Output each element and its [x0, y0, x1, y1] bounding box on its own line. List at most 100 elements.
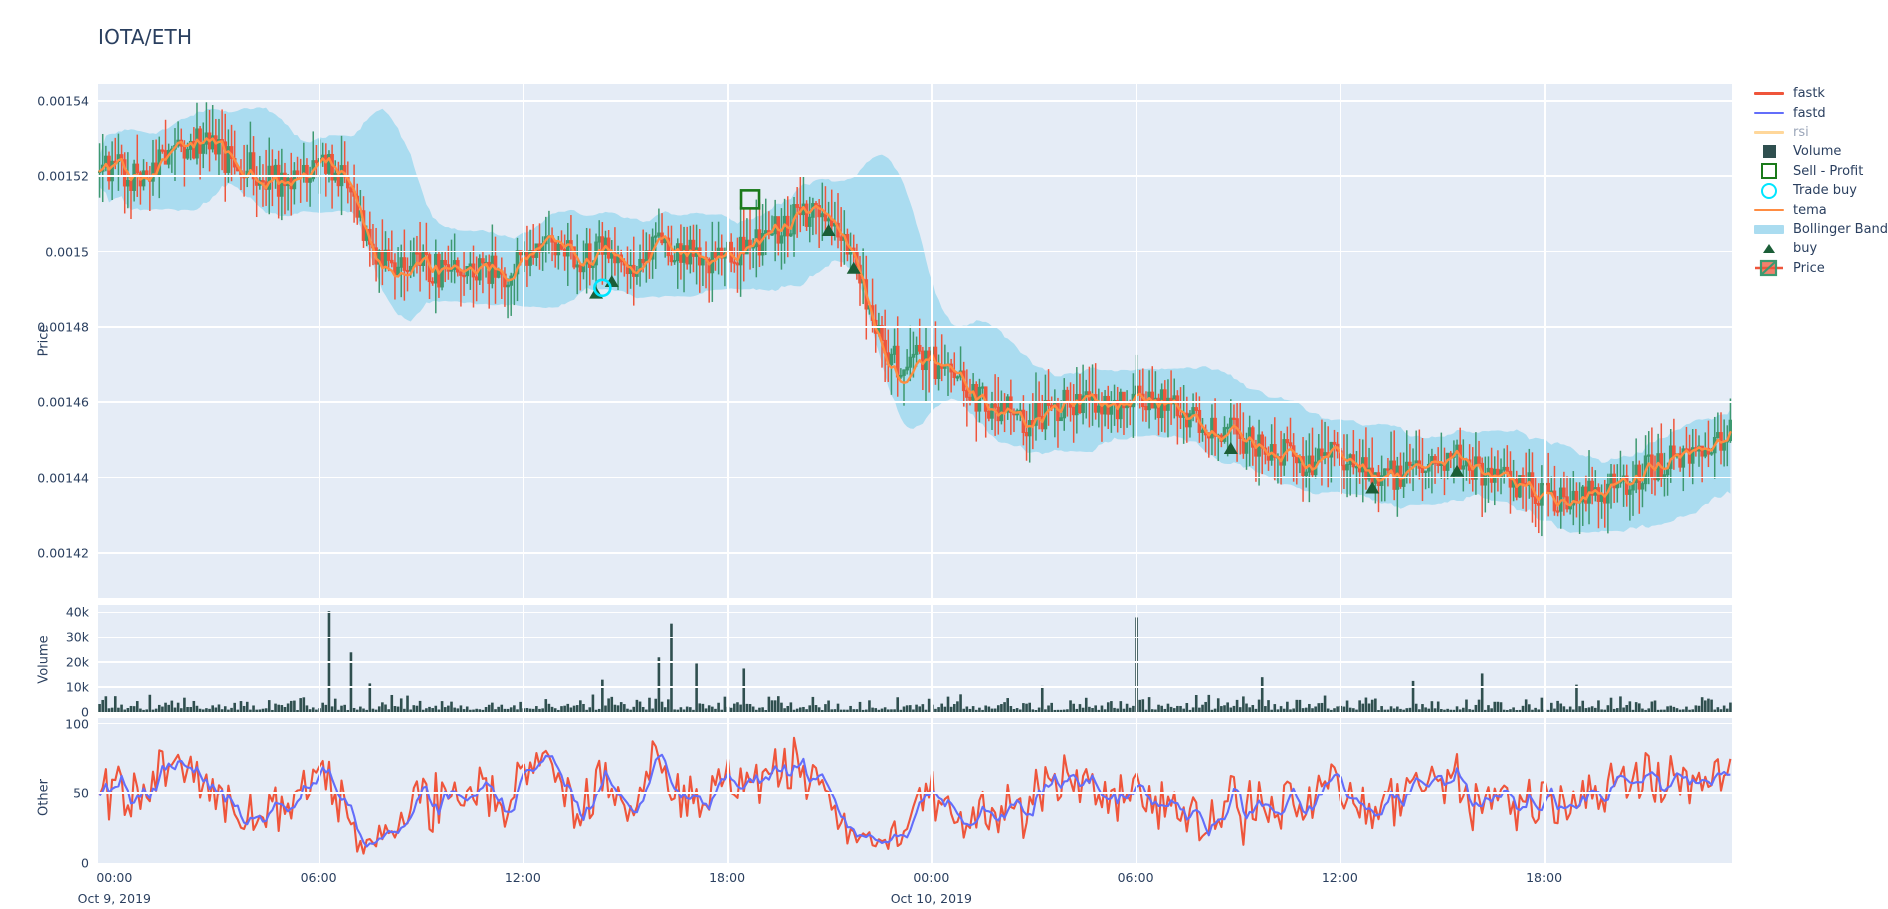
gridline — [98, 250, 1732, 253]
trade-buy-marker — [593, 278, 612, 298]
x-tick-date: Oct 9, 2019 — [77, 891, 151, 906]
price-y-tick: 0.00148 — [37, 319, 89, 335]
x-tick: 06:00 — [1118, 870, 1154, 885]
square-filled — [1752, 142, 1786, 161]
gridline — [98, 100, 1732, 102]
triangle-up — [1752, 239, 1786, 258]
buy-marker — [1365, 481, 1380, 494]
price-axis-title: Price — [36, 324, 52, 357]
line-swatch — [1752, 84, 1786, 103]
x-tick: 00:00 Oct 9, 2019 — [78, 870, 151, 906]
legend-item-fastk[interactable]: fastk — [1752, 84, 1888, 103]
price-y-tick: 0.00154 — [37, 93, 89, 109]
legend-item-label: tema — [1793, 202, 1827, 218]
legend-item-label: Sell - Profit — [1793, 163, 1864, 179]
legend-item-label: Bollinger Band — [1793, 221, 1888, 237]
legend-item-label: Trade buy — [1793, 183, 1857, 199]
legend-item-label: fastd — [1793, 105, 1826, 121]
x-tick: 18:00 — [1526, 870, 1562, 885]
price-y-tick: 0.00142 — [37, 545, 89, 561]
legend-item-label: buy — [1793, 241, 1818, 257]
volume-axis-ticks: 0 10k 20k 30k 40k — [0, 604, 98, 720]
x-tick: 06:00 — [301, 870, 337, 885]
gridline — [1135, 605, 1138, 712]
x-tick-time: 12:00 — [504, 870, 541, 885]
other-axis-title: Other — [36, 779, 52, 816]
gridline — [931, 718, 933, 863]
bollinger-band — [99, 107, 1731, 533]
volume-series-svg — [98, 611, 1732, 712]
gridline — [931, 605, 933, 712]
other-y-tick: 0 — [81, 855, 89, 871]
legend-item-trade-buy[interactable]: Trade buy — [1752, 181, 1888, 200]
legend-item-rsi[interactable]: rsi — [1752, 123, 1888, 142]
legend-item-label: Price — [1793, 260, 1825, 276]
volume-axis-title: Volume — [36, 635, 52, 684]
buy-marker — [1223, 442, 1238, 455]
gridline — [98, 792, 1732, 795]
x-tick-time: 18:00 — [709, 870, 746, 885]
legend-item-label: fastk — [1793, 86, 1825, 102]
x-tick: 18:00 — [709, 870, 745, 885]
price-y-tick: 0.00152 — [37, 168, 89, 184]
legend-item-label: rsi — [1793, 124, 1809, 140]
price-panel[interactable] — [98, 84, 1732, 598]
gridline — [98, 636, 1732, 639]
volume-y-tick: 0 — [81, 704, 89, 720]
gridline — [522, 84, 525, 598]
fastk-line — [98, 736, 1732, 855]
sell-profit-marker — [739, 189, 761, 210]
x-tick-time: 06:00 — [1117, 870, 1154, 885]
trade-markers — [589, 189, 1465, 494]
volume-panel[interactable] — [98, 605, 1732, 712]
line-swatch — [1752, 201, 1786, 220]
other-y-tick: 100 — [65, 716, 89, 732]
gridline — [98, 722, 1732, 725]
other-panel[interactable] — [98, 718, 1732, 863]
gridline — [727, 84, 729, 598]
legend-item-label: Volume — [1793, 144, 1842, 160]
legend: fastk fastd rsi Volume Sell - Profit Trade bu… — [1752, 84, 1888, 278]
gridline — [318, 84, 321, 598]
gridline — [98, 326, 1732, 328]
price-y-tick: 0.00146 — [37, 394, 89, 410]
gridline — [522, 605, 525, 712]
buy-marker — [1450, 464, 1465, 477]
legend-item-bollinger-band[interactable]: Bollinger Band — [1752, 220, 1888, 239]
legend-item-buy[interactable]: buy — [1752, 239, 1888, 258]
gridline — [98, 401, 1732, 403]
gridline — [1135, 718, 1138, 863]
x-tick: 12:00 — [1322, 870, 1358, 885]
band-swatch — [1752, 220, 1786, 239]
fastd-line — [98, 753, 1731, 848]
price-y-tick: 0.0015 — [45, 244, 89, 260]
x-tick: 12:00 — [505, 870, 541, 885]
x-tick-date: Oct 10, 2019 — [890, 891, 972, 906]
buy-marker — [846, 261, 861, 274]
price-series-svg — [98, 102, 1732, 537]
gridline — [1544, 718, 1546, 863]
line-swatch — [1752, 123, 1786, 142]
gridline — [1135, 84, 1138, 598]
gridline — [98, 661, 1732, 664]
volume-y-tick: 20k — [65, 654, 89, 670]
gridline — [98, 552, 1732, 554]
gridline — [98, 175, 1732, 178]
x-tick-time: 06:00 — [300, 870, 337, 885]
gridline — [727, 605, 729, 712]
gridline — [1339, 605, 1342, 712]
volume-y-tick: 40k — [65, 604, 89, 620]
legend-item-sell-profit[interactable]: Sell - Profit — [1752, 162, 1888, 181]
legend-item-volume[interactable]: Volume — [1752, 142, 1888, 161]
gridline — [1339, 84, 1342, 598]
square-open — [1752, 162, 1786, 181]
legend-item-tema[interactable]: tema — [1752, 200, 1888, 219]
gridline — [931, 84, 933, 598]
gridline — [1544, 84, 1546, 598]
other-series-svg — [98, 736, 1732, 855]
x-tick-time: 18:00 — [1526, 870, 1563, 885]
legend-item-fastd[interactable]: fastd — [1752, 103, 1888, 122]
price-y-tick: 0.00144 — [37, 470, 89, 485]
legend-item-price[interactable]: Price — [1752, 259, 1888, 278]
